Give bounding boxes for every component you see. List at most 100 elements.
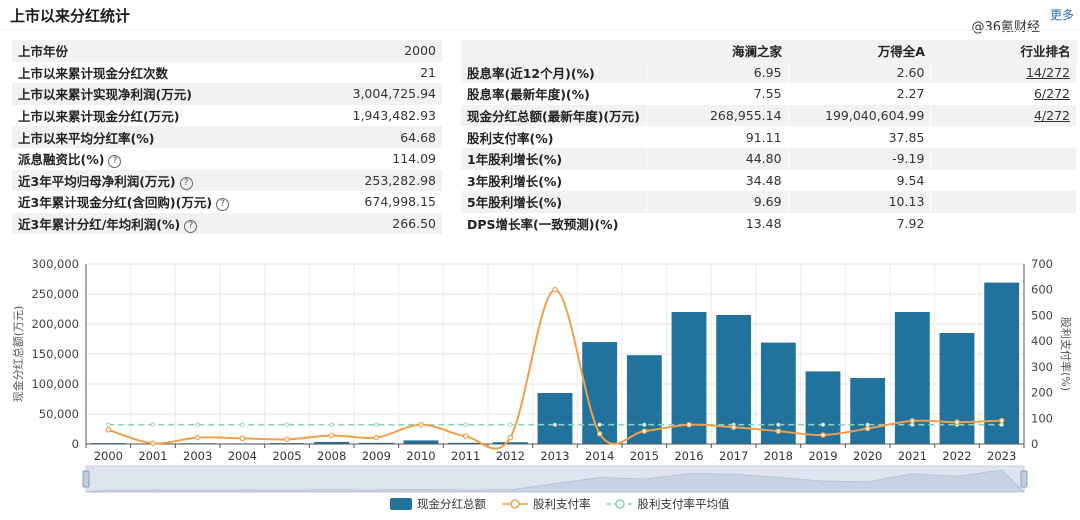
bar-dividend-2019 <box>805 371 841 444</box>
help-icon[interactable]: ? <box>108 155 122 169</box>
zoom-slider-left-handle[interactable] <box>82 470 90 488</box>
x-tick-label: 2017 <box>719 449 748 463</box>
point-payout-average-2005 <box>284 422 290 427</box>
stat-label: 近3年累计分红/年均利润(%) <box>18 217 181 233</box>
company-value: 268,955.14 <box>646 104 789 127</box>
zoom-slider-right-handle[interactable] <box>1020 470 1028 488</box>
industry-rank-cell: 14/272 <box>930 61 1077 84</box>
company-value: 7.55 <box>646 83 789 105</box>
x-tick-label: 2016 <box>674 449 703 463</box>
x-tick-label: 2012 <box>496 449 525 463</box>
point-payout-ratio-2013 <box>552 286 558 293</box>
stat-label-cell: 近3年累计分红/年均利润(%)? <box>12 213 270 235</box>
stat-value: 1,943,482.93 <box>352 108 437 124</box>
legend-dashed-swatch-icon <box>606 499 633 509</box>
stat-row: 近3年累计分红/年均利润(%)? 266.50 <box>12 212 442 235</box>
x-tick-label: 2008 <box>317 449 346 463</box>
bar-dividend-2022 <box>939 333 975 444</box>
stat-value: 2000 <box>404 43 436 59</box>
industry-rank-cell: 4/272 <box>930 104 1077 127</box>
stat-value: 266.50 <box>392 216 436 232</box>
stat-label: 上市以来累计现金分红次数 <box>18 65 169 81</box>
legend-item-dividend-total[interactable]: 现金分红总额 <box>390 496 486 512</box>
y-tick-label: 150,000 <box>31 347 79 361</box>
bar-dividend-2014 <box>582 342 618 444</box>
market-value: 199,040,604.99 <box>788 104 932 127</box>
comparison-header-label <box>461 40 647 62</box>
comparison-header-market: 万得全A <box>788 40 931 62</box>
point-payout-ratio-2022 <box>954 419 960 425</box>
company-value: 6.95 <box>646 61 789 84</box>
point-payout-average-2001 <box>150 422 156 427</box>
industry-rank-link[interactable]: 4/272 <box>1033 108 1070 124</box>
title-divider <box>0 30 1080 31</box>
x-tick-label: 2022 <box>942 449 971 463</box>
legend-bar-swatch <box>390 498 412 510</box>
stat-row: 派息融资比(%)? 114.09 <box>12 147 442 170</box>
y-tick-label: 100,000 <box>31 377 79 391</box>
point-payout-ratio-2023 <box>998 417 1005 424</box>
more-link[interactable]: 更多 <box>1049 8 1074 22</box>
y-tick-label: 50,000 <box>39 407 79 421</box>
market-value: 2.60 <box>788 61 932 84</box>
x-tick-label: 2015 <box>630 449 659 463</box>
stat-label: 上市年份 <box>18 44 69 60</box>
x-tick-label: 2003 <box>183 449 212 463</box>
point-payout-average-2013 <box>552 422 558 427</box>
y2-tick-label: 200 <box>1031 386 1053 400</box>
point-payout-average-2009 <box>374 422 379 427</box>
company-value: 13.48 <box>646 212 789 235</box>
point-payout-ratio-2017 <box>730 424 737 431</box>
x-tick-label: 2001 <box>138 449 167 463</box>
market-value: 9.54 <box>788 169 932 192</box>
y2-tick-label: 100 <box>1031 411 1053 425</box>
market-value: 10.13 <box>788 191 932 213</box>
x-tick-label: 2018 <box>764 449 793 463</box>
industry-rank-link[interactable]: 14/272 <box>1026 64 1070 80</box>
x-tick-label: 2019 <box>808 449 837 463</box>
legend-line-swatch-icon <box>502 499 528 509</box>
help-icon[interactable]: ? <box>184 220 198 234</box>
x-tick-label: 2023 <box>987 449 1016 463</box>
point-payout-average-2000 <box>106 422 111 427</box>
y-tick-label: 250,000 <box>31 287 79 301</box>
y-tick-label: 300,000 <box>31 257 79 271</box>
help-icon[interactable]: ? <box>216 198 230 212</box>
comparison-row: 现金分红总额(最新年度)(万元) 268,955.14 199,040,604.99… <box>461 104 1077 127</box>
x-tick-label: 2020 <box>853 449 882 463</box>
help-icon[interactable]: ? <box>179 176 193 190</box>
stat-label-cell: 上市以来平均分红率(%) <box>12 126 270 148</box>
dividend-comparison-table: 海澜之家 万得全A 行业排名 股息率(近12个月)(%) 6.95 2.60 14/2… <box>461 40 1077 235</box>
bar-dividend-2011 <box>448 442 484 444</box>
metric-label: 3年股利增长(%) <box>461 169 647 192</box>
y2-tick-label: 700 <box>1031 257 1053 271</box>
stat-value: 253,282.98 <box>364 172 436 188</box>
market-value: -9.19 <box>788 147 932 170</box>
metric-label: 5年股利增长(%) <box>461 191 647 213</box>
legend-label-payout-ratio: 股利支付率 <box>533 497 591 511</box>
point-payout-ratio-2015 <box>641 428 648 434</box>
legend-item-payout-ratio[interactable]: 股利支付率 <box>502 496 591 512</box>
stat-value: 114.09 <box>392 151 436 167</box>
legend-item-payout-average[interactable]: 股利支付率平均值 <box>606 496 730 512</box>
y-tick-label: 0 <box>72 437 79 451</box>
company-value: 34.48 <box>646 169 789 192</box>
stat-row: 近3年平均归母净利润(万元)? 253,282.98 <box>12 169 442 192</box>
zoom-slider-preview <box>85 469 1025 493</box>
industry-rank-link[interactable]: 6/272 <box>1033 86 1070 102</box>
stat-label: 派息融资比(%) <box>18 152 105 168</box>
bar-dividend-2013 <box>537 393 573 444</box>
stat-label-cell: 上市以来累计现金分红次数 <box>12 62 270 84</box>
y2-tick-label: 400 <box>1031 334 1053 348</box>
stat-label-cell: 上市以来累计现金分红(万元) <box>12 105 270 127</box>
comparison-row: DPS增长率(一致预测)(%) 13.48 7.92 <box>461 212 1077 235</box>
dividend-chart: 0 50,000 100,000 150,000 200,000 250,000 300,0… <box>11 257 1073 493</box>
company-value: 9.69 <box>646 191 789 213</box>
point-payout-ratio-2020 <box>864 425 871 432</box>
comparison-row: 1年股利增长(%) 44.80 -9.19 <box>461 147 1077 170</box>
industry-rank-cell <box>930 212 1077 235</box>
market-value: 7.92 <box>788 212 932 235</box>
stat-row: 上市以来累计现金分红次数 21 <box>12 61 442 84</box>
company-value: 44.80 <box>646 147 789 170</box>
x-tick-label: 2010 <box>406 449 435 463</box>
